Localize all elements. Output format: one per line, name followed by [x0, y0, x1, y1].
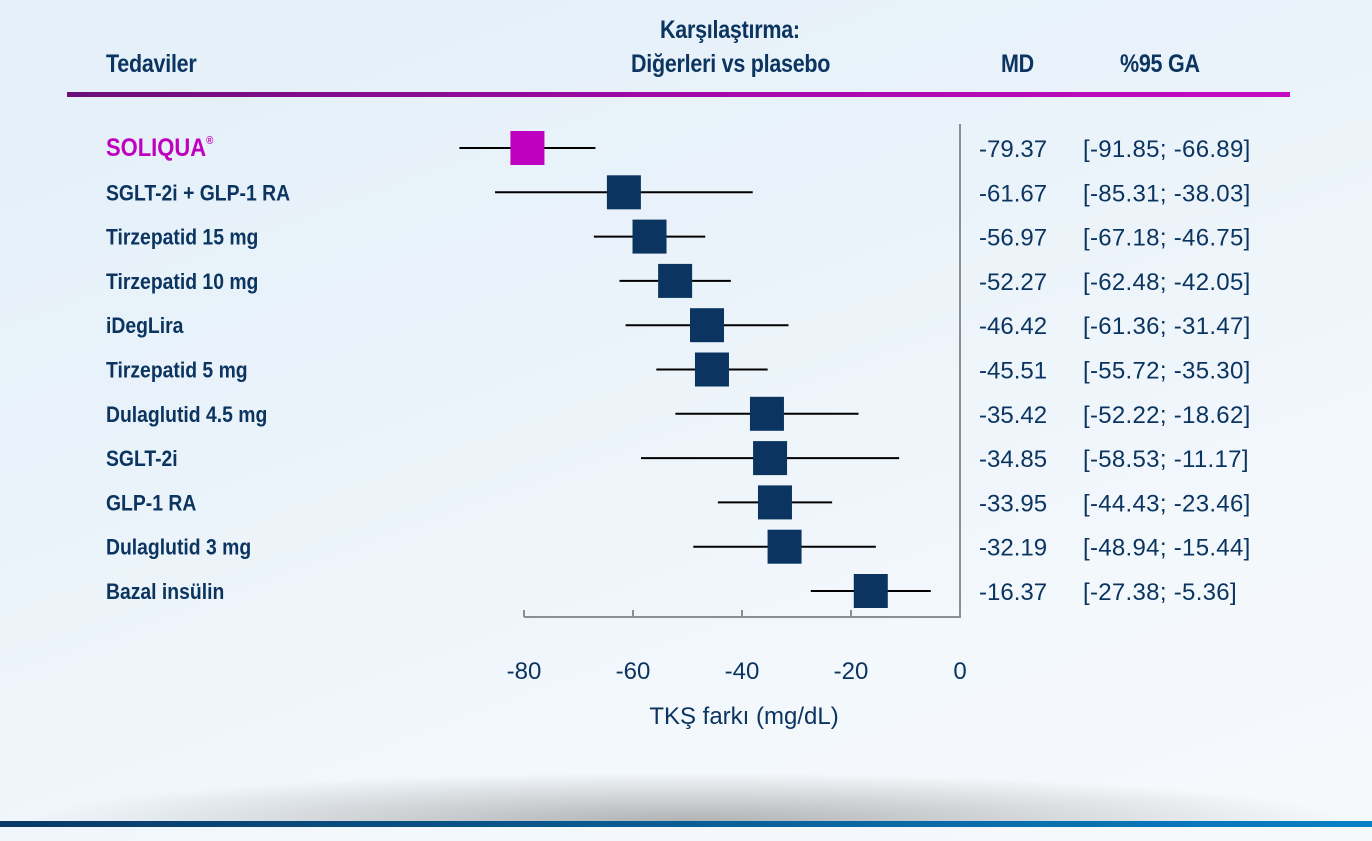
ci-value: [-55.72; -35.30]	[1083, 358, 1251, 385]
x-tick-label: -60	[616, 658, 651, 685]
point-estimate-box	[757, 485, 792, 520]
x-tick-label: -20	[834, 658, 869, 685]
row-label: SGLT-2i + GLP-1 RA	[106, 181, 290, 205]
row-label: Tirzepatid 10 mg	[106, 270, 258, 294]
row-label: Dulaglutid 3 mg	[106, 536, 251, 560]
ci-value: [-52.22; -18.62]	[1083, 402, 1251, 429]
point-estimate-box	[658, 263, 693, 298]
row-label: Bazal insülin	[106, 580, 224, 604]
row-label: SOLIQUA®	[106, 134, 214, 162]
ci-value: [-61.36; -31.47]	[1083, 313, 1251, 340]
row-label: SGLT-2i	[106, 447, 178, 471]
x-tick-label: -40	[725, 658, 760, 685]
ci-value: [-85.31; -38.03]	[1083, 180, 1251, 207]
ci-value: [-58.53; -11.17]	[1083, 446, 1249, 473]
point-estimate-box	[749, 396, 784, 431]
x-tick-label: 0	[953, 658, 966, 685]
point-estimate-box	[767, 529, 802, 564]
header-comparison-line2: Diğerleri vs plasebo	[631, 50, 831, 78]
registered-mark: ®	[206, 136, 213, 148]
header-comparison-line1: Karşılaştırma:	[660, 16, 800, 44]
md-value: -61.67	[979, 180, 1047, 207]
x-tick-label: -80	[507, 658, 542, 685]
header-treatments: Tedaviler	[106, 50, 197, 78]
row-label: iDegLira	[106, 314, 184, 338]
header-rule	[67, 92, 1290, 97]
header-md: MD	[1001, 50, 1034, 78]
md-value: -35.42	[979, 402, 1047, 429]
point-estimate-box	[690, 308, 725, 343]
md-value: -56.97	[979, 225, 1047, 252]
point-estimate-box	[606, 175, 641, 210]
ci-value: [-44.43; -23.46]	[1083, 490, 1251, 517]
md-value: -32.19	[979, 535, 1047, 562]
md-value: -52.27	[979, 269, 1047, 296]
point-estimate-box	[510, 131, 545, 165]
md-value: -79.37	[979, 136, 1047, 163]
point-estimate-box	[753, 441, 788, 476]
row-label: Tirzepatid 15 mg	[106, 225, 258, 249]
x-axis-label: TKŞ farkı (mg/dL)	[649, 703, 838, 730]
point-estimate-box	[694, 352, 729, 387]
ci-value: [-67.18; -46.75]	[1083, 225, 1251, 252]
bottom-shadow	[0, 760, 1372, 822]
point-estimate-box	[632, 219, 667, 254]
row-label: Dulaglutid 4.5 mg	[106, 403, 267, 427]
md-value: -16.37	[979, 579, 1047, 606]
row-label: GLP-1 RA	[106, 491, 196, 515]
bottom-bar	[0, 821, 1372, 827]
header-ci: %95 GA	[1120, 50, 1200, 78]
ci-value: [-27.38; -5.36]	[1083, 579, 1237, 606]
md-value: -45.51	[979, 358, 1047, 385]
ci-value: [-91.85; -66.89]	[1083, 136, 1251, 163]
point-estimate-box	[853, 574, 888, 608]
row-label: Tirzepatid 5 mg	[106, 358, 248, 382]
md-value: -34.85	[979, 446, 1047, 473]
md-value: -46.42	[979, 313, 1047, 340]
ci-value: [-48.94; -15.44]	[1083, 535, 1251, 562]
md-value: -33.95	[979, 490, 1047, 517]
ci-value: [-62.48; -42.05]	[1083, 269, 1251, 296]
